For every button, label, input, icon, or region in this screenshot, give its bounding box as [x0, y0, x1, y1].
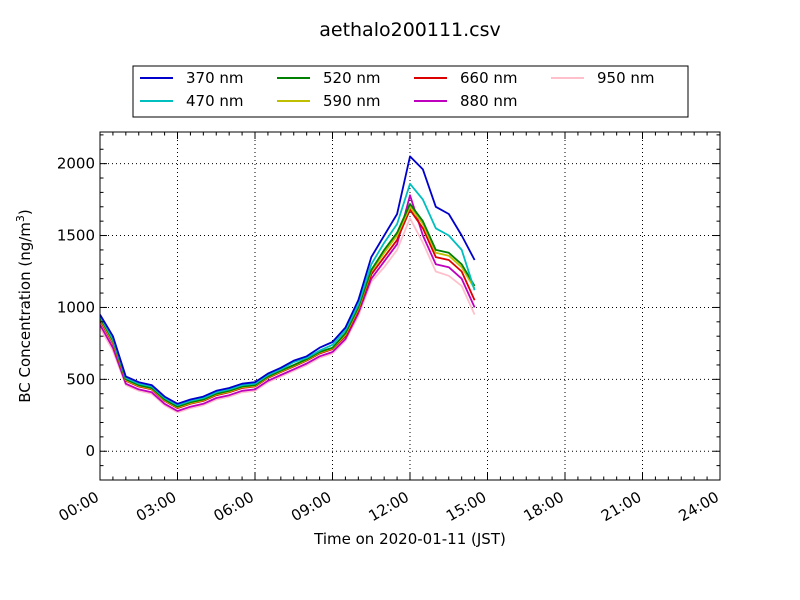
- legend-item: 590 nm: [277, 92, 381, 110]
- series-layer: [100, 155, 476, 414]
- legend-label: 950 nm: [597, 69, 655, 87]
- ticks: 00:00 03:00 06:00 09:00 12:00 15:00 18:00 21:00…: [56, 132, 722, 525]
- legend-item: 370 nm: [140, 69, 244, 87]
- legend-box: [132, 65, 689, 118]
- legend-label: 660 nm: [460, 69, 518, 87]
- x-axis-label: Time on 2020-01-11 (JST): [313, 530, 506, 548]
- series-line-370-nm: [100, 155, 476, 405]
- legend-item: 520 nm: [277, 69, 381, 87]
- legend-label: 880 nm: [460, 92, 518, 110]
- legend-item: 660 nm: [414, 69, 518, 87]
- legend-label: 590 nm: [323, 92, 381, 110]
- series-line-950-nm: [100, 217, 476, 414]
- x-tick-label: 03:00: [133, 488, 179, 525]
- x-tick-label: 24:00: [676, 488, 722, 525]
- y-axis-label-main: BC Concentration (ng/m: [16, 222, 34, 403]
- legend-label: 470 nm: [186, 92, 244, 110]
- y-axis-label-end: ): [16, 209, 34, 215]
- x-tick-label: 00:00: [56, 488, 102, 525]
- x-tick-label: 06:00: [211, 488, 257, 525]
- series-line-880-nm: [100, 194, 476, 412]
- series-line-660-nm: [100, 208, 476, 410]
- y-tick-label: 1000: [57, 298, 95, 316]
- legend-label: 520 nm: [323, 69, 381, 87]
- y-tick-label: 0: [85, 442, 95, 460]
- x-tick-label: 15:00: [443, 488, 489, 525]
- grid: [100, 132, 720, 480]
- x-tick-label: 09:00: [288, 488, 334, 525]
- legend-label: 370 nm: [186, 69, 244, 87]
- series-line-470-nm: [100, 182, 476, 407]
- y-axis-label-sup: 3: [14, 215, 27, 222]
- y-tick-label: 1500: [57, 227, 95, 245]
- legend: 370 nm 470 nm 520 nm 590 nm 660 nm 880 nm 950 …: [132, 65, 689, 118]
- legend-item: 470 nm: [140, 92, 244, 110]
- x-tick-label: 21:00: [598, 488, 644, 525]
- x-tick-label: 18:00: [521, 488, 567, 525]
- y-axis-label: BC Concentration (ng/m3): [14, 209, 34, 403]
- legend-item: 880 nm: [414, 92, 518, 110]
- chart-title: aethalo200111.csv: [319, 19, 501, 41]
- x-tick-label: 12:00: [366, 488, 412, 525]
- series-line-520-nm: [100, 202, 476, 408]
- y-tick-label: 500: [66, 370, 95, 388]
- legend-item: 950 nm: [551, 69, 655, 87]
- y-tick-label: 2000: [57, 155, 95, 173]
